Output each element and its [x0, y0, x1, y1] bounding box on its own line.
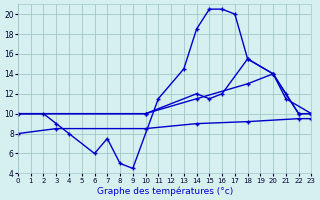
X-axis label: Graphe des températures (°c): Graphe des températures (°c): [97, 186, 233, 196]
